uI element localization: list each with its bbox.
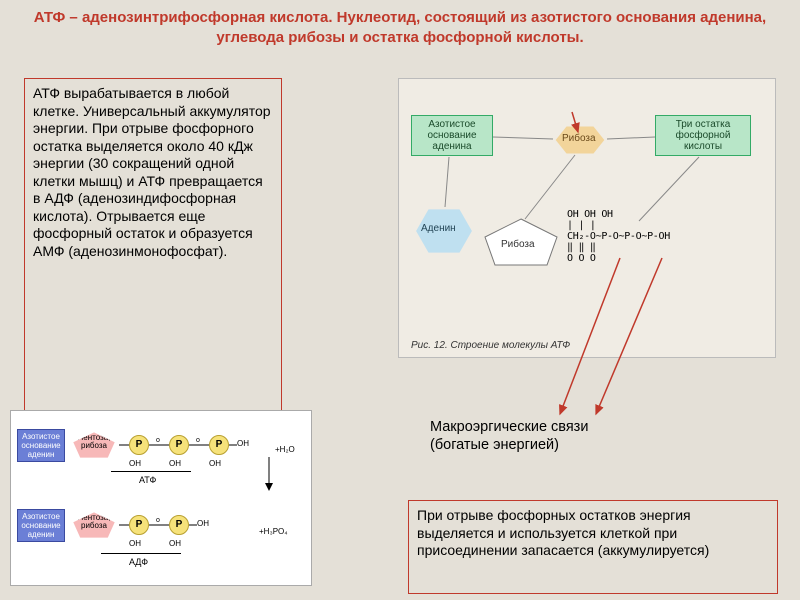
pentose-box-2: Пентоза, рибоза <box>71 511 117 539</box>
phosphate-block: Три остатка фосфорной кислоты <box>655 115 751 156</box>
page-title: АТФ – аденозинтрифосфорная кислота. Нукл… <box>0 0 800 53</box>
svg-text:o: o <box>156 517 160 524</box>
svg-text:o: o <box>196 437 200 444</box>
pentose-box-1: Пентоза, рибоза <box>71 431 117 459</box>
bottom-text-box: При отрыве фосфорных остатков энергия вы… <box>408 500 778 594</box>
macroergic-label: Макроэргические связи (богатые энергией) <box>430 418 588 454</box>
oh-2: OH <box>197 519 209 528</box>
figure-caption: Рис. 12. Строение молекулы АТФ <box>411 340 570 351</box>
p-3: P <box>209 435 229 455</box>
nitro-base-box-1: Азотистое основание аденин <box>17 429 65 462</box>
macro-line1: Макроэргические связи <box>430 419 588 435</box>
adf-label: АДФ <box>129 557 148 567</box>
p-1: P <box>129 435 149 455</box>
oh-1b: OH <box>129 459 141 468</box>
h2o-label: +H₂O <box>275 445 295 454</box>
oh-2b: OH <box>129 539 141 548</box>
ribose-block-label: Рибоза <box>562 133 596 144</box>
adenine-label: Аденин <box>421 223 456 234</box>
left-text-box: АТФ вырабатывается в любой клетке. Униве… <box>24 78 282 426</box>
oh-1: OH <box>237 439 249 448</box>
atp-structure-diagram: Азотистое основание аденина Рибоза Три о… <box>398 78 776 358</box>
macro-line2: (богатые энергией) <box>430 437 559 453</box>
bottom-line1: При отрыве фосфорных остатков энергия <box>417 507 691 523</box>
bottom-line3: присоединении запасается (аккумулируется… <box>417 542 709 558</box>
h3po4-label: +H₃PO₄ <box>259 527 288 536</box>
oh-1d: OH <box>209 459 221 468</box>
p-5: P <box>169 515 189 535</box>
phosphate-chain: OH OH OH | | | CH₂-O~P-O~P-O~P-OH ‖ ‖ ‖ … <box>567 209 670 264</box>
oh-1c: OH <box>169 459 181 468</box>
svg-text:o: o <box>156 437 160 444</box>
atf-label: АТФ <box>139 475 156 485</box>
nitro-base-block: Азотистое основание аденина <box>411 115 493 156</box>
ribose-mid-label: Рибоза <box>501 239 535 250</box>
bottom-line2: выделяется и используется клеткой при <box>417 525 677 541</box>
atp-adp-diagram: Азотистое основание аденин Пентоза, рибо… <box>10 410 312 586</box>
p-2: P <box>169 435 189 455</box>
p-4: P <box>129 515 149 535</box>
oh-2c: OH <box>169 539 181 548</box>
nitro-base-box-2: Азотистое основание аденин <box>17 509 65 542</box>
